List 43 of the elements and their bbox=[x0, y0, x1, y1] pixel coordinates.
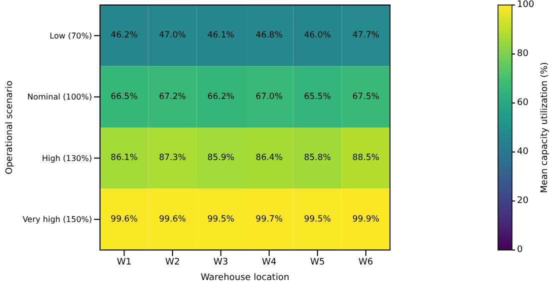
data-label: 88.5% bbox=[352, 153, 380, 164]
data-label: 99.5% bbox=[207, 214, 234, 224]
data-label: 46.2% bbox=[110, 30, 138, 41]
x-tick-label: W2 bbox=[165, 257, 180, 268]
data-label: 67.2% bbox=[158, 92, 186, 102]
x-tick-label: W3 bbox=[214, 257, 228, 268]
data-label: 47.0% bbox=[158, 30, 186, 41]
data-label: 85.9% bbox=[207, 153, 234, 164]
color-bar-label: 80 bbox=[517, 49, 529, 59]
data-label: 66.2% bbox=[207, 92, 234, 102]
data-label: 67.0% bbox=[256, 92, 283, 102]
data-label: 99.7% bbox=[256, 214, 283, 224]
data-label: 46.0% bbox=[304, 30, 332, 41]
color-bar-label: 60 bbox=[517, 98, 529, 108]
color-bar-title: Mean capacity utilization (%) bbox=[540, 62, 550, 193]
data-label: 99.5% bbox=[304, 214, 332, 224]
data-label: 65.5% bbox=[304, 92, 332, 102]
color-bar-label: 0 bbox=[517, 245, 523, 255]
data-label: 67.5% bbox=[352, 92, 380, 102]
y-tick-label: Nominal (100%) bbox=[27, 92, 92, 102]
data-label: 46.8% bbox=[256, 30, 283, 41]
color-bar-label: 20 bbox=[517, 196, 529, 206]
x-tick-label: W1 bbox=[116, 257, 132, 268]
data-label: 47.7% bbox=[352, 30, 380, 41]
data-label: 46.1% bbox=[207, 30, 234, 41]
y-axis-title: Operational scenario bbox=[5, 80, 15, 174]
y-tick-label: High (130%) bbox=[42, 154, 92, 163]
y-tick-label: Low (70%) bbox=[50, 31, 92, 40]
data-label: 99.9% bbox=[352, 214, 380, 224]
data-label: 66.5% bbox=[110, 92, 138, 102]
data-label: 99.6% bbox=[110, 214, 138, 224]
y-tick-label: Very high (150%) bbox=[22, 215, 92, 224]
color-bar-label: 40 bbox=[517, 147, 529, 157]
data-label: 99.6% bbox=[158, 214, 186, 224]
x-tick-label: W6 bbox=[358, 257, 374, 268]
color-bar-label: 100 bbox=[517, 0, 534, 10]
data-label: 86.1% bbox=[110, 153, 138, 164]
x-tick-label: W4 bbox=[262, 257, 277, 268]
data-label: 86.4% bbox=[256, 153, 283, 164]
data-label: 87.3% bbox=[158, 153, 186, 164]
data-label: 85.8% bbox=[304, 153, 332, 164]
x-tick-label: W5 bbox=[310, 257, 325, 268]
x-axis-title: Warehouse location bbox=[200, 273, 290, 282]
